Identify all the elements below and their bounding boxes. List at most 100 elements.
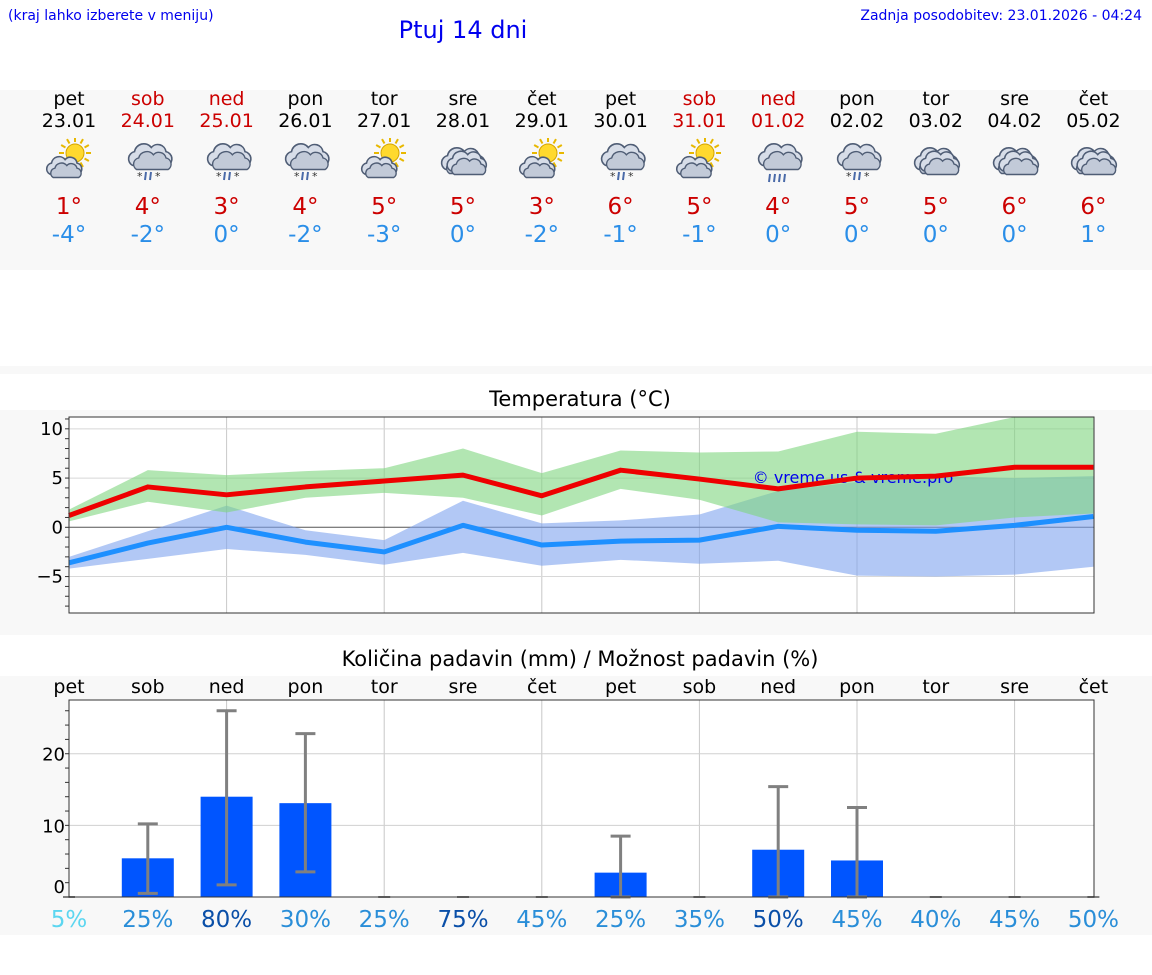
precip-probability: 40%: [910, 907, 961, 933]
cloudy-icon: [992, 147, 1039, 176]
y-tick-label: 10: [42, 816, 65, 837]
day-date: 28.01: [435, 110, 491, 132]
sun-ray: [394, 138, 400, 144]
forecast-day: sre 28.01 5° 0°: [423, 88, 503, 249]
temp-min: -1°: [682, 222, 717, 248]
sun-ray: [538, 138, 544, 144]
precip-probability: 25%: [122, 907, 173, 933]
precip-probability: 25%: [359, 907, 410, 933]
temp-max: 4°: [765, 194, 792, 220]
day-date: 24.01: [120, 110, 175, 132]
sun-ray: [552, 162, 557, 168]
sun-ray: [714, 144, 720, 149]
day-label: pon: [288, 676, 324, 698]
max-temp-band: [69, 417, 1094, 526]
day-label: ned: [760, 676, 796, 698]
day-name: ned: [760, 88, 797, 110]
snow-rain-cloud-icon: * *: [836, 143, 882, 183]
snow-flake: *: [137, 170, 143, 183]
rain-cloud-icon: [758, 143, 803, 183]
day-name: sre: [448, 88, 478, 110]
day-label: pon: [839, 676, 875, 698]
temp-min: -2°: [288, 222, 323, 248]
precip-probability: 45%: [516, 907, 567, 933]
snow-rain-cloud-icon: * *: [206, 143, 252, 183]
temp-max: 3°: [213, 194, 240, 220]
day-date: 31.01: [672, 110, 727, 132]
rain-drop: [222, 171, 226, 181]
temp-max: 4°: [292, 194, 319, 220]
day-date: 05.02: [1066, 110, 1121, 132]
day-name: tor: [922, 88, 950, 110]
cloud-shape: [1081, 157, 1117, 176]
precip-probability: 5%: [51, 907, 88, 933]
sun-ray: [710, 162, 715, 168]
max-temp-line: [68, 464, 1094, 518]
day-label: tor: [922, 676, 949, 698]
temp-min: 0°: [765, 222, 792, 248]
cloud-shape: [923, 157, 960, 176]
rain-drop: [616, 171, 620, 181]
rain-drop: [301, 171, 305, 181]
rain-drop: [148, 171, 152, 181]
temp-max: 5°: [449, 194, 477, 220]
day-label: sre: [1000, 676, 1029, 698]
region-hint[interactable]: (kraj lahko izberete v meniju): [8, 8, 214, 24]
cloud-shape: [290, 150, 330, 171]
precipitation-chart-title: Količina padavin (mm) / Možnost padavin …: [341, 647, 819, 671]
day-label: čet: [1079, 676, 1109, 698]
temp-max: 5°: [371, 194, 398, 220]
temp-max: 3°: [528, 194, 555, 220]
min-temp-line: [68, 513, 1094, 566]
cloud-shape: [522, 162, 555, 179]
day-date: 23.01: [41, 110, 97, 132]
snow-rain-cloud-icon: * *: [600, 143, 646, 183]
panel-divider: [0, 366, 1152, 374]
snow-flake: *: [155, 170, 161, 183]
temp-max: 6°: [1080, 194, 1107, 220]
y-tick-label: 5: [52, 468, 63, 489]
sun-ray: [79, 138, 84, 144]
snow-rain-cloud-icon: * *: [285, 143, 331, 183]
rain-drop: [621, 171, 625, 181]
precip-probability: 25%: [595, 907, 646, 933]
rain-drop: [773, 173, 777, 183]
precip-probability: 50%: [753, 907, 804, 933]
cloud-shape: [132, 150, 172, 171]
forecast-day: pon 26.01 * * 4° -2°: [265, 88, 345, 249]
day-date: 04.02: [987, 110, 1042, 132]
temp-min: 1°: [1080, 222, 1107, 248]
day-label: sre: [449, 676, 478, 698]
temp-max: 4°: [134, 194, 161, 220]
sun-ray: [84, 144, 90, 149]
sun-ray: [375, 144, 382, 149]
forecast-day: ned 25.01 * * 3° 0°: [187, 88, 267, 249]
snow-flake: *: [312, 170, 318, 183]
forecast-day: sob 31.01 5° -1°: [659, 88, 739, 249]
rain-drop: [858, 171, 861, 181]
precip-probability: 35%: [674, 907, 725, 933]
last-update: Zadnja posodobitev: 23.01.2026 - 04:24: [860, 8, 1142, 24]
day-date: 01.02: [750, 110, 806, 132]
day-name: sre: [1000, 88, 1030, 110]
day-date: 27.01: [356, 110, 412, 132]
sun-ray: [714, 157, 720, 162]
forecast-day: sob 24.01 * * 4° -2°: [108, 88, 188, 249]
temp-min: 0°: [213, 222, 240, 248]
snow-rain-cloud-icon: * *: [127, 143, 173, 183]
sun-ray: [710, 138, 715, 144]
day-name: pet: [53, 88, 85, 110]
snow-flake: *: [234, 170, 240, 183]
rain-drop: [768, 173, 772, 183]
temp-min: -1°: [603, 222, 638, 248]
temp-min: 0°: [922, 222, 949, 248]
temp-max: 6°: [607, 194, 634, 220]
precip-probability: 45%: [831, 907, 882, 933]
temp-max: 5°: [843, 194, 871, 220]
precipitation-chart: pet sob ned pon tor sre čet pet sob ned pon tor sre č…: [42, 676, 1119, 933]
forecast-day: pet 30.01 * * 6° -1°: [581, 88, 661, 249]
temp-min: 0°: [449, 222, 477, 248]
cloud-shape: [50, 162, 82, 179]
y-tick-label: 0: [54, 877, 65, 898]
temp-max: 5°: [922, 194, 949, 220]
